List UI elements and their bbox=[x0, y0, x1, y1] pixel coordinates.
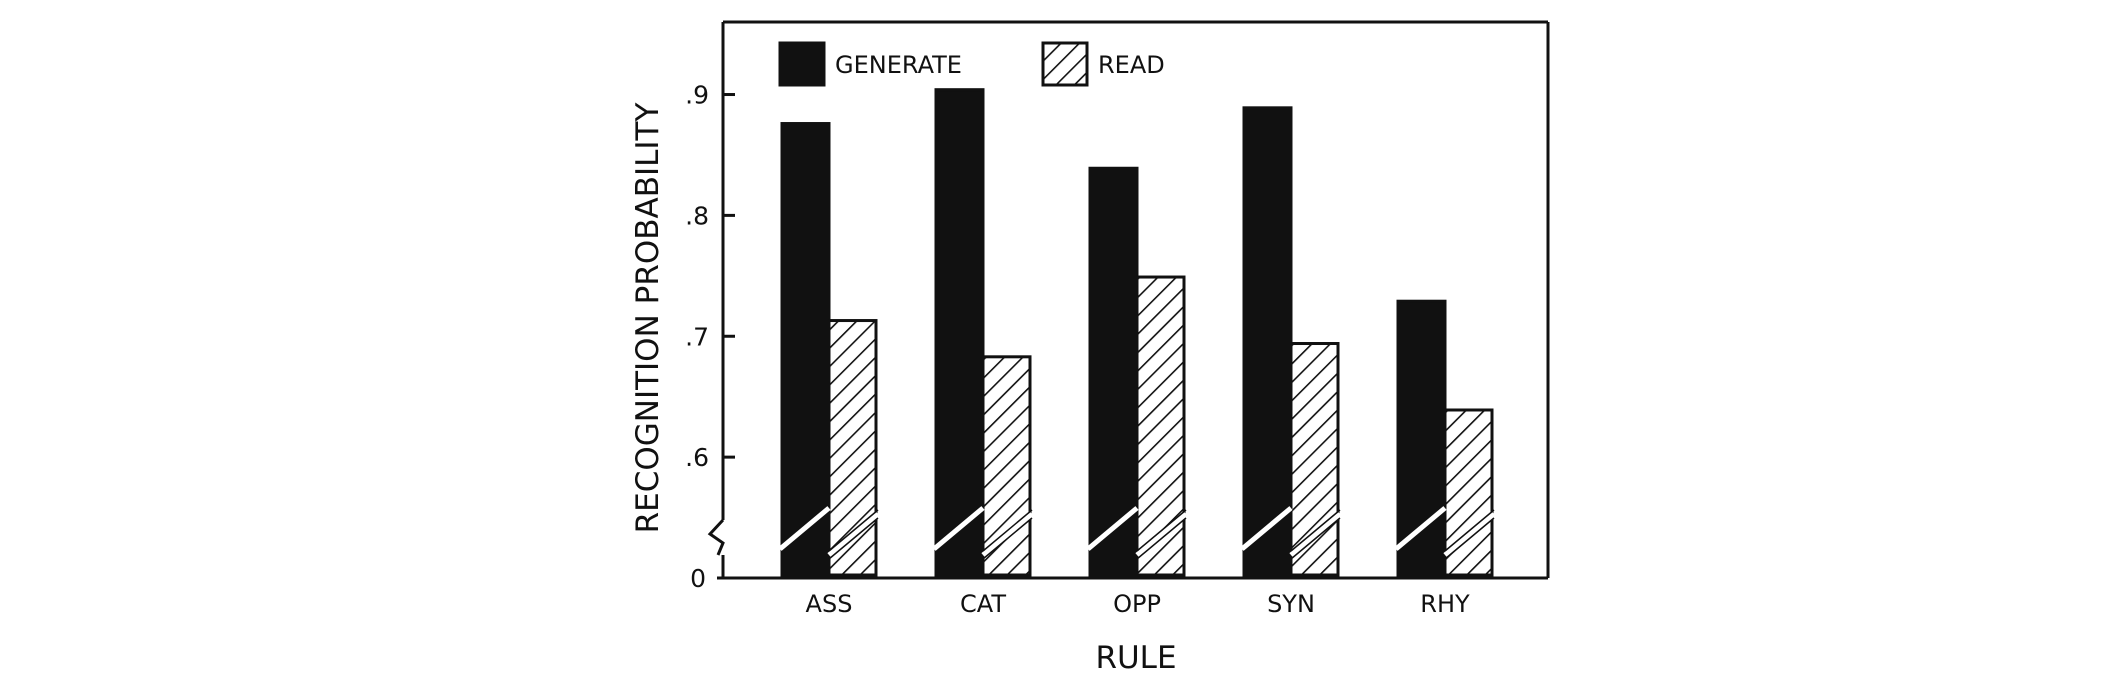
legend-label-generate: GENERATE bbox=[835, 51, 962, 79]
bar-break-slash bbox=[1086, 506, 1188, 557]
bar-break-slash bbox=[1394, 506, 1496, 557]
bar-break-slash bbox=[1240, 506, 1342, 557]
plot-frame bbox=[707, 20, 1550, 580]
x-tick-label: RHY bbox=[1420, 590, 1470, 618]
bar-break-edge bbox=[1444, 509, 1495, 552]
bar-break-edge bbox=[1290, 517, 1341, 560]
legend-swatch-generate bbox=[778, 41, 826, 87]
bar-break-edge bbox=[982, 517, 1033, 560]
x-axis-title: RULE bbox=[1095, 640, 1176, 676]
bar-break-edge bbox=[982, 509, 1033, 552]
bar-generate-rhy bbox=[1396, 299, 1447, 577]
y-axis-title: RECOGNITION PROBABILITY bbox=[630, 103, 666, 534]
bar-break-edge bbox=[1136, 509, 1187, 552]
legend-swatch-read bbox=[1041, 41, 1089, 87]
bars-group bbox=[778, 88, 1496, 577]
bar-break-edge bbox=[1444, 517, 1495, 560]
bar-read-opp bbox=[1135, 275, 1186, 577]
bar-break-slash bbox=[932, 506, 1034, 557]
x-tick-label: OPP bbox=[1113, 590, 1161, 618]
bar-break-edge bbox=[828, 517, 879, 560]
y-tick-label: .9 bbox=[685, 81, 709, 110]
x-tick-label: CAT bbox=[960, 590, 1006, 618]
y-tick-label: .6 bbox=[685, 443, 709, 472]
bar-break-edge bbox=[828, 509, 879, 552]
bar-break-edge bbox=[1136, 517, 1187, 560]
y-tick-label: .7 bbox=[685, 322, 709, 351]
bar-generate-ass bbox=[780, 122, 831, 577]
x-axis-categories: ASS CAT OPP SYN RHY bbox=[806, 590, 1470, 618]
bar-break-edge bbox=[1290, 509, 1341, 552]
legend: GENERATE READ bbox=[778, 41, 1165, 87]
bar-read-cat bbox=[981, 355, 1032, 577]
bar-break-slash bbox=[778, 506, 880, 557]
y-tick-label: .8 bbox=[685, 201, 709, 230]
y-zero-label: 0 bbox=[690, 564, 706, 593]
bar-generate-syn bbox=[1242, 106, 1293, 577]
bar-generate-cat bbox=[934, 88, 985, 577]
x-tick-label: SYN bbox=[1267, 590, 1315, 618]
y-axis-ticks: .9 .8 .7 .6 0 bbox=[685, 81, 735, 593]
x-tick-label: ASS bbox=[806, 590, 853, 618]
axis-break-mark bbox=[707, 518, 725, 556]
legend-label-read: READ bbox=[1098, 51, 1165, 79]
